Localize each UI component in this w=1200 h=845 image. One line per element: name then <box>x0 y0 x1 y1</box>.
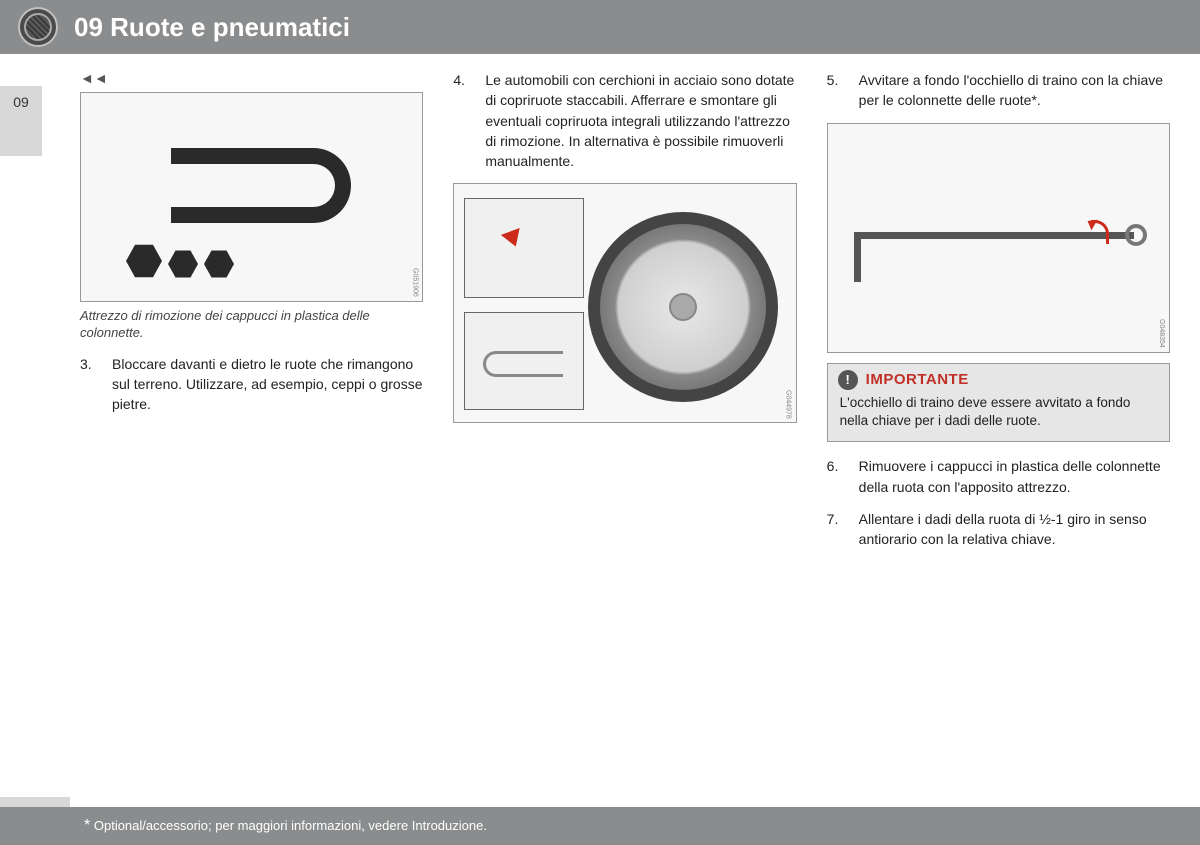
red-arrow-icon <box>501 229 525 251</box>
page-header: 09 Ruote e pneumatici <box>0 0 1200 54</box>
side-tab-label: 09 <box>13 94 29 110</box>
step-number: 3. <box>80 354 98 415</box>
inset-top <box>464 198 584 298</box>
figure-code: G044978 <box>785 390 792 419</box>
important-callout: ! IMPORTANTE L'occhiello di traino deve … <box>827 363 1170 443</box>
side-tab: 09 <box>0 86 42 156</box>
alert-icon: ! <box>838 370 858 390</box>
step-text: Avvitare a fondo l'occhiello di traino c… <box>859 70 1170 111</box>
callout-title: IMPORTANTE <box>866 371 969 388</box>
step-text: Le automobili con cerchioni in acciaio s… <box>485 70 796 171</box>
figure-wrench: G048354 <box>827 123 1170 353</box>
step-6: 6. Rimuovere i cappucci in plastica dell… <box>827 456 1170 497</box>
towing-eye-shape <box>1125 224 1147 246</box>
callout-header: ! IMPORTANTE <box>828 364 1169 392</box>
step-4: 4. Le automobili con cerchioni in acciai… <box>453 70 796 171</box>
hub-shape <box>669 293 697 321</box>
cap-shape <box>168 249 198 279</box>
footer-note: * Optional/accessorio; per maggiori info… <box>84 817 487 835</box>
step-text: Bloccare davanti e dietro le ruote che r… <box>112 354 423 415</box>
chapter-number: 09 <box>74 12 103 42</box>
step-7: 7. Allentare i dadi della ruota di ½-1 g… <box>827 509 1170 550</box>
tire-icon-inner <box>24 13 52 41</box>
step-3: 3. Bloccare davanti e dietro le ruote ch… <box>80 354 423 415</box>
figure-removal-tool: G051906 <box>80 92 423 302</box>
step-5: 5. Avvitare a fondo l'occhiello di train… <box>827 70 1170 111</box>
chapter-name: Ruote e pneumatici <box>110 12 350 42</box>
column-right: 5. Avvitare a fondo l'occhiello di train… <box>827 70 1170 562</box>
footer-note-text: Optional/accessorio; per maggiori inform… <box>94 818 487 833</box>
figure-code: G048354 <box>1158 319 1165 348</box>
step-number: 4. <box>453 70 471 171</box>
cap-shape <box>204 249 234 279</box>
hook-tool-shape <box>483 351 563 377</box>
figure-wheel-removal: G044978 <box>453 183 796 423</box>
caps-group <box>126 243 234 279</box>
column-left: ◄◄ G051906 Attrezzo di rimozione dei cap… <box>80 70 423 562</box>
wheel-shape <box>588 212 778 402</box>
continuation-arrow-icon: ◄◄ <box>80 70 423 86</box>
chapter-title: 09 Ruote e pneumatici <box>74 12 350 43</box>
tire-icon <box>18 7 58 47</box>
wrench-handle <box>854 232 861 282</box>
step-text: Rimuovere i cappucci in plastica delle c… <box>859 456 1170 497</box>
asterisk-icon: * <box>84 817 90 834</box>
column-middle: 4. Le automobili con cerchioni in acciai… <box>453 70 796 562</box>
step-number: 7. <box>827 509 845 550</box>
cap-shape <box>126 243 162 279</box>
figure-code: G051906 <box>411 268 418 297</box>
step-number: 5. <box>827 70 845 111</box>
figure-caption: Attrezzo di rimozione dei cappucci in pl… <box>80 308 423 342</box>
step-text: Allentare i dadi della ruota di ½-1 giro… <box>859 509 1170 550</box>
callout-body: L'occhiello di traino deve essere avvita… <box>828 392 1169 442</box>
page-footer: * Optional/accessorio; per maggiori info… <box>0 807 1200 845</box>
inset-bottom <box>464 312 584 410</box>
strap-shape <box>171 148 351 223</box>
content-area: ◄◄ G051906 Attrezzo di rimozione dei cap… <box>80 70 1170 562</box>
step-number: 6. <box>827 456 845 497</box>
rotation-arrow-icon <box>1091 220 1109 244</box>
